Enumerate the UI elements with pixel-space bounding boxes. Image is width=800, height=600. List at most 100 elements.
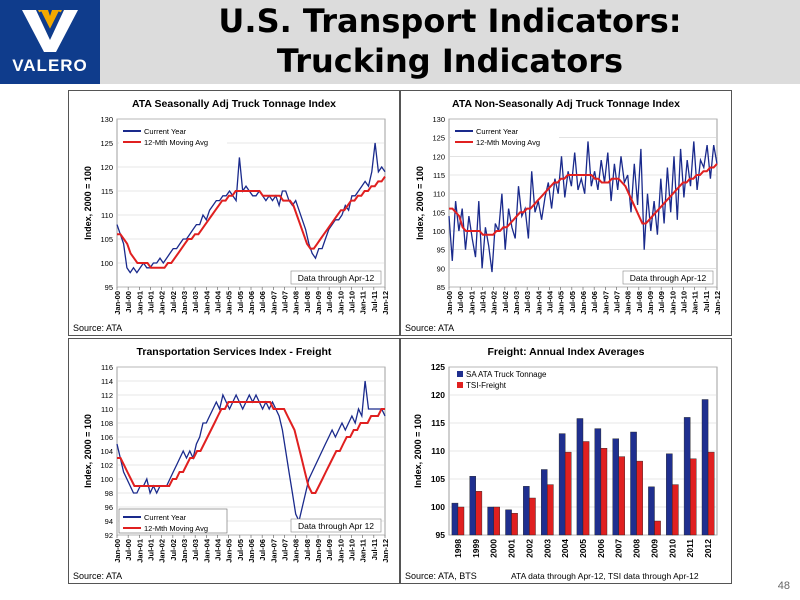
bar-sa-ata <box>487 506 494 536</box>
y-tick-label: 110 <box>433 190 445 199</box>
valero-logo: VALERO <box>0 0 100 84</box>
legend-swatch <box>457 382 463 388</box>
y-tick-label: 110 <box>101 405 113 414</box>
x-tick-label: 2012 <box>703 539 713 558</box>
chart-source: Source: ATA <box>405 323 455 333</box>
legend-label: 12-Mth Moving Avg <box>144 524 208 533</box>
x-tick-label: Jan-04 <box>202 290 211 315</box>
x-tick-label: Jan-01 <box>135 539 144 563</box>
y-tick-label: 125 <box>432 134 445 143</box>
x-tick-label: Jul-09 <box>325 291 334 313</box>
y-tick-label: 95 <box>437 246 445 255</box>
legend-swatch <box>457 371 463 377</box>
chart-source: Source: ATA, BTS <box>405 571 477 581</box>
x-tick-label: 2001 <box>507 539 517 558</box>
x-tick-label: Jan-12 <box>381 291 390 315</box>
y-tick-label: 130 <box>100 115 113 124</box>
x-tick-label: Jul-10 <box>680 291 689 313</box>
y-tick-label: 115 <box>433 171 445 180</box>
x-tick-label: Jul-05 <box>568 291 577 313</box>
x-tick-label: Jan-08 <box>624 291 633 315</box>
x-tick-label: Jul-08 <box>303 291 312 313</box>
y-tick-label: 115 <box>101 187 113 196</box>
chart-panel-nsa-tonnage: ATA Non-Seasonally Adj Truck Tonnage Ind… <box>400 90 732 336</box>
x-tick-label: 2008 <box>632 539 642 558</box>
x-tick-label: Jan-08 <box>292 539 301 563</box>
x-tick-label: Jul-07 <box>613 291 622 313</box>
chart-title: ATA Non-Seasonally Adj Truck Tonnage Ind… <box>452 98 680 110</box>
x-tick-label: Jan-05 <box>225 291 234 315</box>
legend-label: TSI-Freight <box>466 381 507 390</box>
x-tick-label: Jan-03 <box>180 291 189 315</box>
y-tick-label: 96 <box>105 503 113 512</box>
bar-sa-ata <box>683 417 691 536</box>
y-tick-label: 125 <box>100 139 113 148</box>
bar-sa-ata <box>576 418 584 536</box>
y-tick-label: 130 <box>432 115 445 124</box>
x-tick-label: Jul-09 <box>325 539 334 561</box>
bar-sa-ata <box>558 433 566 536</box>
bar-sa-ata <box>701 399 709 536</box>
bar-sa-ata <box>612 438 619 536</box>
legend-label: 12-Mth Moving Avg <box>476 138 540 147</box>
valero-v-icon <box>22 10 78 52</box>
y-tick-label: 104 <box>100 447 113 456</box>
y-tick-label: 115 <box>431 418 445 428</box>
x-tick-label: Jan-02 <box>158 291 167 315</box>
x-tick-label: Jul-04 <box>214 538 223 561</box>
tsi-freight-chart: Transportation Services Index - Freight 9… <box>83 346 390 563</box>
chart-panel-tsi-freight: Transportation Services Index - Freight 9… <box>68 338 400 584</box>
x-tick-label: Jul-02 <box>501 291 510 313</box>
bar-tsi-freight <box>690 458 697 536</box>
x-tick-label: Jul-03 <box>191 291 200 313</box>
x-tick-label: Jan-10 <box>336 291 345 315</box>
y-tick-label: 108 <box>100 419 113 428</box>
bar-tsi-freight <box>475 491 483 536</box>
x-tick-label: Jan-06 <box>579 291 588 315</box>
chart-title: Freight: Annual Index Averages <box>488 346 645 358</box>
x-tick-label: Jan-00 <box>113 291 122 315</box>
x-tick-label: Jan-01 <box>467 291 476 315</box>
bar-tsi-freight <box>672 484 679 536</box>
x-tick-label: Jul-08 <box>635 291 644 313</box>
x-tick-label: Jul-11 <box>370 539 379 560</box>
annotation-box <box>290 270 382 285</box>
y-axis-label: Index, 2000 = 100 <box>83 414 93 488</box>
chart-source: Source: ATA <box>73 323 123 333</box>
x-tick-label: Jan-00 <box>113 539 122 563</box>
x-tick-label: Jan-10 <box>336 539 345 563</box>
data-through-annotation: Data through Apr 12 <box>298 521 374 531</box>
x-tick-label: Jul-01 <box>147 291 156 313</box>
chart-title: ATA Seasonally Adj Truck Tonnage Index <box>132 98 336 110</box>
x-tick-label: Jan-06 <box>247 291 256 315</box>
x-tick-label: Jul-11 <box>702 291 711 312</box>
chart-source: Source: ATA <box>73 571 123 581</box>
x-tick-label: Jul-05 <box>236 539 245 561</box>
y-tick-label: 95 <box>105 283 113 292</box>
logo-text: VALERO <box>12 56 88 75</box>
bar-tsi-freight <box>582 441 590 536</box>
bar-tsi-freight <box>529 497 536 536</box>
x-tick-label: Jan-07 <box>601 291 610 315</box>
x-tick-label: Jan-05 <box>557 291 566 315</box>
x-tick-label: Jul-09 <box>657 291 666 313</box>
bar-tsi-freight <box>618 456 625 536</box>
x-tick-label: Jul-03 <box>523 291 532 313</box>
x-tick-label: Jul-06 <box>258 539 267 561</box>
bar-sa-ata <box>469 475 476 536</box>
bar-sa-ata <box>505 509 512 536</box>
x-tick-label: Jul-05 <box>236 291 245 313</box>
bar-sa-ata <box>540 469 548 536</box>
x-tick-label: 2010 <box>667 539 677 558</box>
chart-title: Transportation Services Index - Freight <box>137 346 332 358</box>
bar-tsi-freight <box>457 506 465 536</box>
bar-sa-ata <box>594 428 602 536</box>
x-tick-label: Jan-01 <box>135 291 144 315</box>
x-tick-label: Jan-03 <box>512 291 521 315</box>
x-tick-label: Jul-04 <box>214 290 223 313</box>
x-tick-label: Jul-10 <box>348 291 357 313</box>
y-tick-label: 105 <box>431 474 445 484</box>
x-tick-label: Jan-11 <box>359 291 368 314</box>
nsa-tonnage-chart: ATA Non-Seasonally Adj Truck Tonnage Ind… <box>415 98 722 315</box>
bar-tsi-freight <box>636 460 643 536</box>
